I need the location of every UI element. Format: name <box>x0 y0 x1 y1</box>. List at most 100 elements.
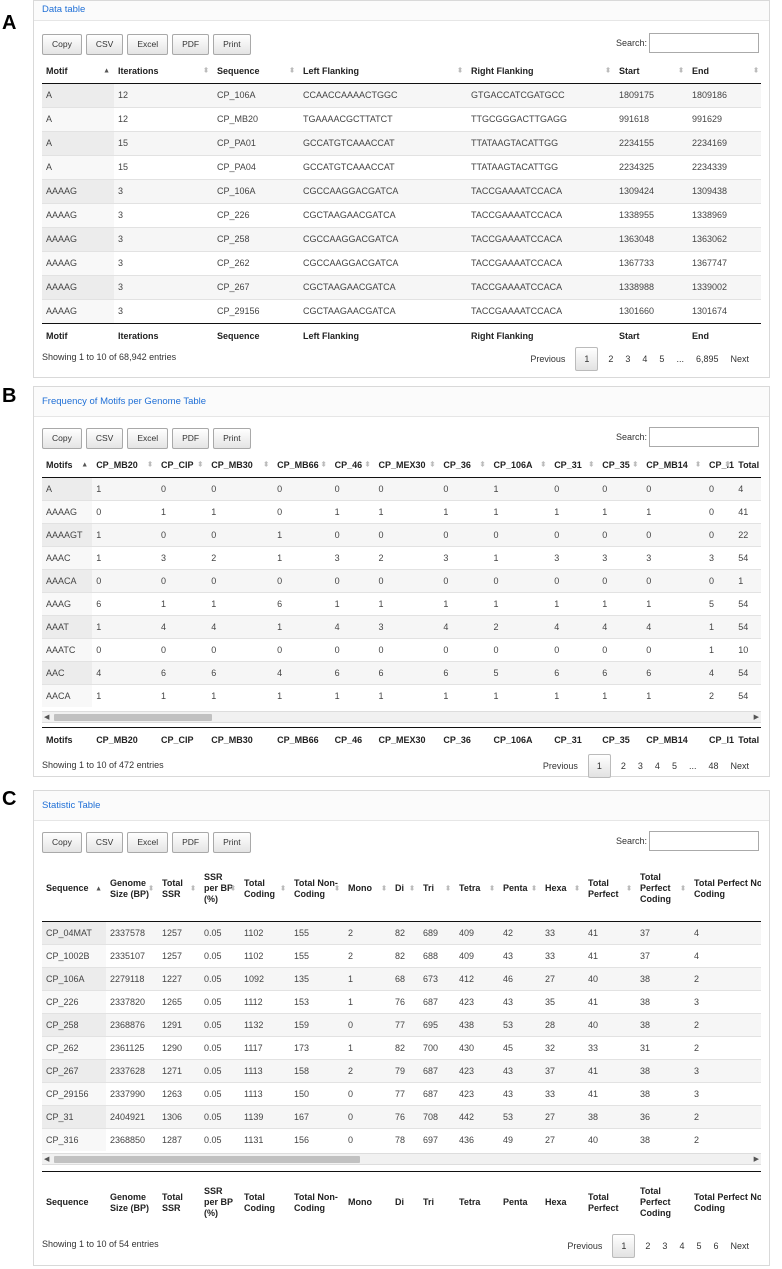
column-header-tetra[interactable]: Tetra ⬍ <box>455 857 499 922</box>
sort-icon[interactable]: ⬍ <box>457 67 463 75</box>
column-header-total-non-coding[interactable]: Total Non-Coding ⬍ <box>290 857 344 922</box>
sort-icon[interactable]: ⬍ <box>678 67 684 75</box>
sort-icon[interactable]: ⬍ <box>724 461 731 469</box>
page-button-3[interactable]: 3 <box>625 354 631 364</box>
column-header-penta[interactable]: Penta ⬍ <box>499 857 541 922</box>
copy-button[interactable]: Copy <box>42 832 82 853</box>
sort-icon[interactable]: ⬍ <box>626 885 632 893</box>
column-header-end[interactable]: End ⬍ <box>688 59 761 84</box>
column-header-genome-size-bp[interactable]: Genome Size (BP) ⬍ <box>106 857 158 922</box>
page-button-2[interactable]: 2 <box>608 354 614 364</box>
page-button-5[interactable]: 5 <box>659 354 665 364</box>
previous-button[interactable]: Previous <box>542 761 578 771</box>
column-header-total-perfect-non-coding[interactable]: Total Perfect Non-Coding⬍ <box>690 857 761 922</box>
sort-ascending-icon[interactable]: ▲ <box>103 67 110 75</box>
sort-icon[interactable]: ⬍ <box>190 885 196 893</box>
scroll-thumb[interactable] <box>54 1156 360 1163</box>
sort-icon[interactable]: ⬍ <box>680 885 686 893</box>
sort-ascending-icon[interactable]: ▲ <box>95 885 102 893</box>
pdf-button[interactable]: PDF <box>172 34 210 55</box>
column-header-total-perfect[interactable]: Total Perfect ⬍ <box>584 857 636 922</box>
column-header-iterations[interactable]: Iterations ⬍ <box>114 59 213 84</box>
scroll-right-icon[interactable]: ▶ <box>753 1156 759 1163</box>
column-header-cp-106a[interactable]: CP_106A ⬍ <box>489 453 551 478</box>
page-button-3[interactable]: 3 <box>637 761 643 771</box>
page-button-5[interactable]: 5 <box>696 1241 702 1251</box>
column-header-cp-mb20[interactable]: CP_MB20 ⬍ <box>92 453 158 478</box>
sort-icon[interactable]: ⬍ <box>148 885 154 893</box>
sort-icon[interactable]: ⬍ <box>429 461 436 469</box>
column-header-cp-mb66[interactable]: CP_MB66 ⬍ <box>273 453 331 478</box>
column-header-cp-mex30[interactable]: CP_MEX30 ⬍ <box>374 453 440 478</box>
sort-icon[interactable]: ⬍ <box>588 461 595 469</box>
page-button-4[interactable]: 4 <box>642 354 648 364</box>
column-header-cp-mb14[interactable]: CP_MB14 ⬍ <box>642 453 705 478</box>
sort-icon[interactable]: ⬍ <box>409 885 415 893</box>
sort-icon[interactable]: ⬍ <box>320 461 327 469</box>
column-header-sequence[interactable]: Sequence ▲ <box>42 857 106 922</box>
print-button[interactable]: Print <box>213 34 251 55</box>
sort-icon[interactable]: ⬍ <box>632 461 639 469</box>
horizontal-scrollbar[interactable]: ◀ ▶ <box>42 1153 761 1165</box>
column-header-total-coding[interactable]: Total Coding ⬍ <box>240 857 290 922</box>
column-header-tri[interactable]: Tri ⬍ <box>419 857 455 922</box>
sort-icon[interactable]: ⬍ <box>147 461 154 469</box>
column-header-hexa[interactable]: Hexa ⬍ <box>541 857 584 922</box>
column-header-ssr-per-bp[interactable]: SSR per BP (%) ⬍ <box>200 857 240 922</box>
sort-icon[interactable]: ⬍ <box>489 885 495 893</box>
column-header-mono[interactable]: Mono ⬍ <box>344 857 391 922</box>
column-header-cp-31[interactable]: CP_31 ⬍ <box>550 453 599 478</box>
next-button[interactable]: Next <box>730 354 749 364</box>
scroll-left-icon[interactable]: ◀ <box>44 714 50 721</box>
scroll-thumb[interactable] <box>54 714 212 721</box>
column-header-motifs[interactable]: Motifs ▲ <box>42 453 93 478</box>
excel-button[interactable]: Excel <box>127 832 169 853</box>
csv-button[interactable]: CSV <box>85 832 124 853</box>
column-header-total-ssr[interactable]: Total SSR ⬍ <box>158 857 200 922</box>
sort-icon[interactable]: ⬍ <box>289 67 295 75</box>
search-input[interactable] <box>649 427 759 447</box>
page-button-48[interactable]: 48 <box>708 761 719 771</box>
column-header-total[interactable]: Total⬍ <box>734 453 761 478</box>
sort-icon[interactable]: ⬍ <box>203 67 209 75</box>
column-header-sequence[interactable]: Sequence ⬍ <box>213 59 299 84</box>
previous-button[interactable]: Previous <box>530 354 566 364</box>
sort-icon[interactable]: ⬍ <box>381 885 387 893</box>
sort-icon[interactable]: ⬍ <box>753 67 759 75</box>
previous-button[interactable]: Previous <box>567 1241 603 1251</box>
column-header-cp-i1[interactable]: CP_I1 ⬍ <box>704 453 735 478</box>
sort-icon[interactable]: ⬍ <box>479 461 486 469</box>
excel-button[interactable]: Excel <box>127 428 169 449</box>
copy-button[interactable]: Copy <box>42 34 82 55</box>
column-header-start[interactable]: Start ⬍ <box>615 59 688 84</box>
next-button[interactable]: Next <box>730 761 749 771</box>
page-button-6[interactable]: 6 <box>713 1241 719 1251</box>
sort-icon[interactable]: ⬍ <box>263 461 270 469</box>
csv-button[interactable]: CSV <box>85 34 124 55</box>
search-input[interactable] <box>649 831 759 851</box>
sort-icon[interactable]: ⬍ <box>364 461 371 469</box>
column-header-cp-46[interactable]: CP_46 ⬍ <box>330 453 375 478</box>
page-button-1[interactable]: 1 <box>587 754 611 778</box>
print-button[interactable]: Print <box>213 832 251 853</box>
page-button-2[interactable]: 2 <box>620 761 626 771</box>
horizontal-scrollbar[interactable]: ◀ ▶ <box>42 711 761 723</box>
page-button-5[interactable]: 5 <box>671 761 677 771</box>
page-button-6-895[interactable]: 6,895 <box>695 354 719 364</box>
page-button-3[interactable]: 3 <box>662 1241 668 1251</box>
column-header-cp-35[interactable]: CP_35 ⬍ <box>598 453 643 478</box>
page-button-1[interactable]: 1 <box>575 347 599 371</box>
sort-icon[interactable]: ⬍ <box>445 885 451 893</box>
column-header-di[interactable]: Di ⬍ <box>391 857 419 922</box>
column-header-total-perfect-coding[interactable]: Total Perfect Coding ⬍ <box>636 857 690 922</box>
csv-button[interactable]: CSV <box>85 428 124 449</box>
page-button-4[interactable]: 4 <box>679 1241 685 1251</box>
pdf-button[interactable]: PDF <box>172 832 210 853</box>
scroll-left-icon[interactable]: ◀ <box>44 1156 50 1163</box>
sort-icon[interactable]: ⬍ <box>695 461 701 469</box>
column-header-motif[interactable]: Motif ▲ <box>42 59 114 84</box>
column-header-cp-cip[interactable]: CP_CIP ⬍ <box>157 453 208 478</box>
column-header-cp-36[interactable]: CP_36 ⬍ <box>439 453 490 478</box>
page-button-4[interactable]: 4 <box>654 761 660 771</box>
pdf-button[interactable]: PDF <box>172 428 210 449</box>
